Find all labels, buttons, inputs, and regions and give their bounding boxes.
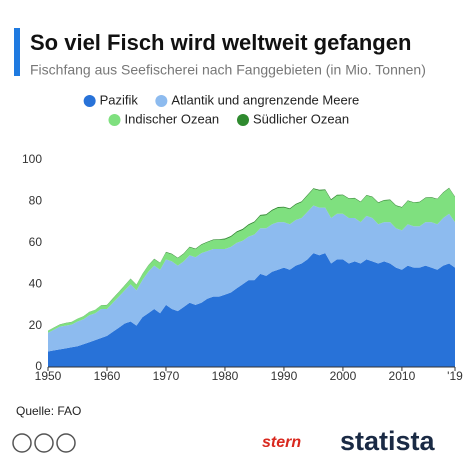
chart-title: So viel Fisch wird weltweit gefangen [30, 30, 411, 55]
area [48, 205, 455, 352]
y-tick-label: 40 [29, 276, 43, 290]
x-tick-label: '19 [447, 369, 463, 383]
chart-subtitle: Fischfang aus Seefischerei nach Fanggebi… [30, 62, 426, 78]
legend: Pazifik Atlantik und angrenzende Meere Ind… [83, 92, 359, 126]
legend-label: Atlantik und angrenzende Meere [171, 92, 359, 107]
legend-label: Pazifik [100, 92, 139, 107]
license-icons [12, 433, 76, 453]
x-tick-label: 2000 [330, 369, 357, 383]
x-tick-label: 1970 [153, 369, 180, 383]
title-bar [14, 28, 20, 76]
y-tick-label: 60 [29, 235, 43, 249]
legend-swatch [155, 95, 168, 107]
y-tick-label: 100 [22, 152, 42, 166]
brand-stern: stern [262, 434, 301, 451]
source: Quelle: FAO [16, 404, 81, 418]
plot: 0 20 40 60 80 100 1950 1960 1970 1980 1990 2000 2010… [22, 152, 463, 383]
brand-statista: statista [340, 426, 436, 456]
x-tick-label: 2010 [389, 369, 416, 383]
legend-label: Südlicher Ozean [253, 111, 349, 126]
legend-swatch [108, 114, 121, 126]
x-tick-label: 1990 [271, 369, 298, 383]
y-tick-label: 20 [29, 318, 43, 332]
area [48, 253, 455, 367]
x-tick-label: 1950 [35, 369, 62, 383]
y-tick-label: 0 [35, 359, 42, 373]
x-tick-label: 1960 [94, 369, 121, 383]
legend-swatch [237, 114, 249, 126]
y-tick-label: 80 [29, 194, 43, 208]
legend-swatch [83, 95, 96, 107]
legend-label: Indischer Ozean [125, 111, 220, 126]
x-tick-label: 1980 [212, 369, 239, 383]
area [48, 188, 455, 333]
